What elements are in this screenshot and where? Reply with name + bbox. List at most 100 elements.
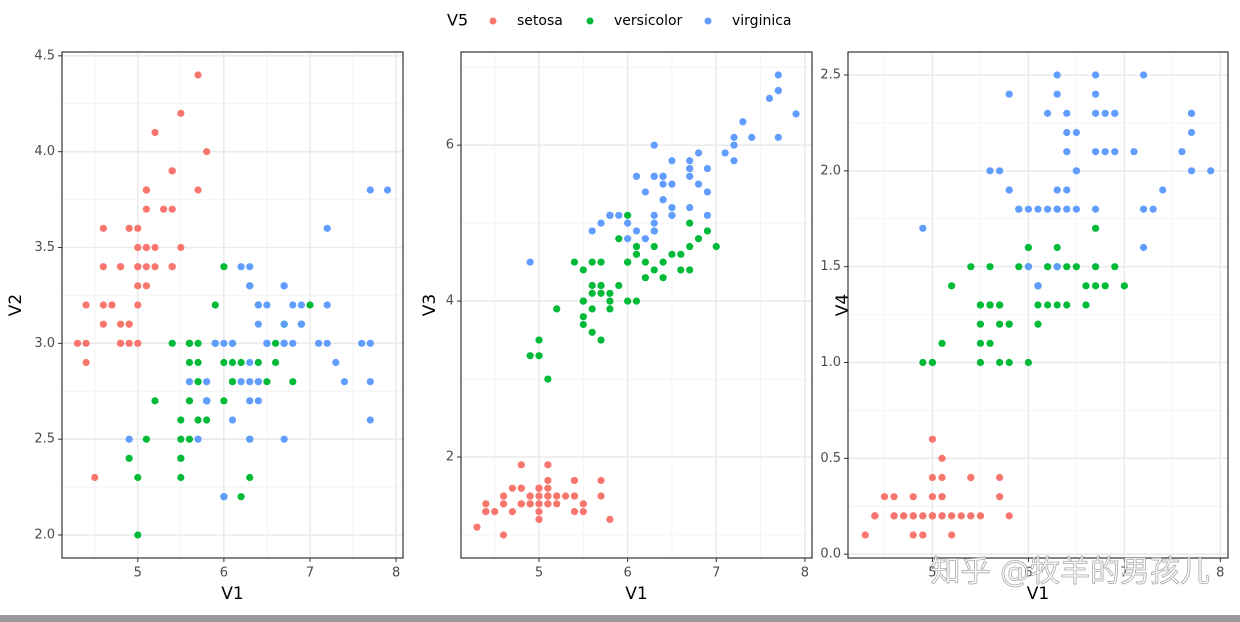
point [366, 186, 374, 194]
point [967, 473, 975, 482]
point [1024, 243, 1033, 252]
panel-border [460, 51, 813, 559]
y-tick-label: 1.0 [820, 355, 841, 370]
point [976, 512, 985, 520]
point [1034, 320, 1042, 328]
point [99, 224, 107, 232]
point [919, 512, 927, 520]
point [535, 515, 543, 524]
point [185, 397, 194, 405]
point [1024, 263, 1033, 271]
point [871, 512, 879, 520]
point [928, 435, 937, 443]
point [211, 301, 219, 309]
point [228, 339, 237, 347]
point [624, 235, 632, 243]
y-tick-label: 1.5 [820, 259, 841, 274]
point [142, 205, 150, 213]
point [323, 339, 331, 347]
point [1043, 301, 1052, 309]
point [1101, 148, 1109, 156]
point [1072, 263, 1080, 271]
point [1053, 90, 1061, 98]
point [928, 493, 937, 501]
point [297, 320, 305, 328]
point [508, 508, 517, 516]
point [211, 339, 219, 347]
point [650, 266, 658, 274]
point [271, 339, 280, 347]
point [134, 243, 142, 252]
point [297, 301, 305, 309]
point [1111, 263, 1119, 271]
point [263, 301, 271, 309]
point [579, 508, 587, 516]
point [890, 493, 898, 501]
point [254, 320, 262, 328]
point [739, 118, 747, 126]
point [177, 454, 185, 462]
point [553, 492, 561, 500]
y-tick-label: 3.5 [34, 240, 55, 255]
point [909, 512, 917, 520]
point [1187, 167, 1196, 175]
point [579, 266, 587, 274]
point [220, 397, 228, 405]
point [632, 250, 641, 258]
point [1063, 205, 1071, 213]
point [677, 266, 685, 274]
point [194, 416, 202, 424]
point [570, 476, 579, 485]
point [473, 523, 481, 531]
y-tick-label: 3.0 [34, 336, 55, 351]
point [668, 211, 676, 219]
point [570, 508, 579, 516]
point [1111, 148, 1119, 156]
point [703, 211, 712, 219]
point [185, 339, 194, 347]
point [1139, 205, 1148, 213]
point [194, 71, 202, 79]
point [517, 484, 525, 492]
point [553, 305, 561, 313]
point [280, 435, 288, 443]
point [168, 339, 176, 347]
point [366, 378, 374, 386]
y-tick-label: 4.5 [34, 48, 55, 63]
point [928, 358, 937, 367]
point [220, 358, 228, 367]
point [535, 484, 543, 492]
point [246, 358, 254, 367]
point [254, 301, 262, 309]
point [606, 297, 614, 305]
point [142, 243, 150, 252]
point [1082, 301, 1090, 309]
point [919, 224, 927, 232]
point [1178, 148, 1186, 156]
point [82, 301, 90, 309]
point [1207, 167, 1215, 175]
point [203, 397, 211, 405]
point [544, 375, 552, 383]
point [1091, 148, 1100, 156]
point [659, 172, 667, 180]
point [1034, 301, 1042, 309]
point [650, 141, 658, 149]
point [597, 476, 605, 485]
point [82, 358, 90, 367]
point [588, 281, 596, 290]
point [938, 473, 946, 482]
point [142, 435, 150, 443]
point [332, 358, 340, 367]
point [774, 71, 782, 79]
point [588, 328, 596, 336]
legend-marker [704, 17, 712, 25]
point [641, 188, 649, 196]
point [306, 301, 314, 309]
point [1091, 205, 1100, 213]
point [116, 339, 125, 347]
point [1005, 512, 1013, 520]
point [1053, 243, 1061, 252]
point [928, 512, 937, 520]
